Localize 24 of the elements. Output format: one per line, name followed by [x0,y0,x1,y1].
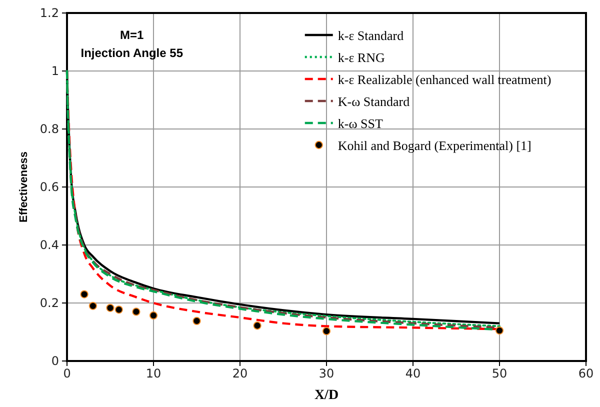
y-tick-label: 0.4 [40,238,59,252]
legend-label: k-ε Standard [338,28,404,43]
y-axis-title: Effectiveness [18,152,30,222]
legend-label: k-ω SST [338,116,383,131]
y-tick-label: 0.2 [40,296,59,310]
y-tick-label: 1 [51,64,59,78]
text: M=1 [120,28,144,42]
x-tick-label: 50 [492,366,508,381]
y-tick-label: 0.8 [40,122,59,136]
x-tick-label: 40 [405,366,421,381]
x-tick-label: 0 [63,366,71,381]
y-tick-label: 1.2 [40,6,59,20]
y-tick-label: 0.6 [40,180,59,194]
legend-label: k-ε Realizable (enhanced wall treatment) [338,72,552,87]
x-tick-label: 10 [146,366,162,381]
x-axis-title: X/D [314,388,339,403]
x-tick-label: 60 [578,366,594,381]
legend-label: k-ε RNG [338,50,385,65]
x-tick-label: 20 [232,366,248,381]
text: Injection Angle 55 [80,46,184,60]
legend-label: Kohil and Bogard (Experimental) [1] [338,138,532,153]
x-tick-label: 30 [318,366,334,381]
legend-label: K-ω Standard [338,94,410,109]
y-tick-label: 0 [51,354,59,368]
